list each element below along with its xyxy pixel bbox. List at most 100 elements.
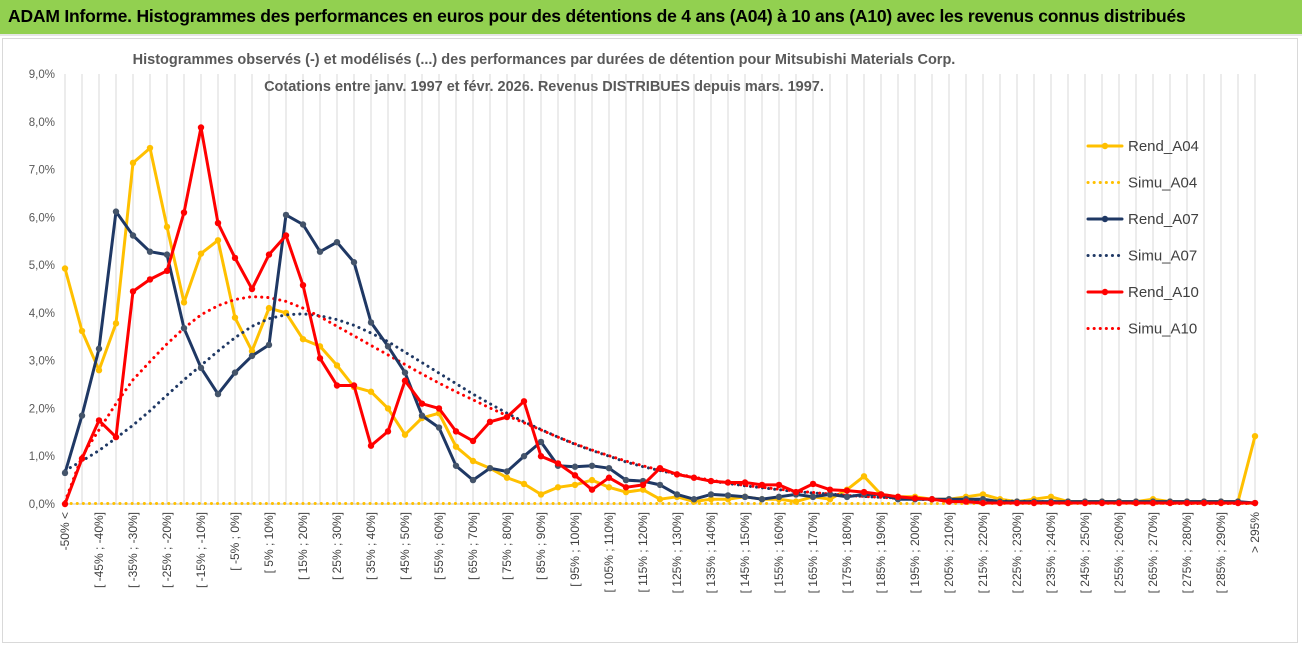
- data-point-rend-a10: [860, 488, 868, 496]
- data-point-rend-a10: [1200, 499, 1208, 507]
- data-point-rend-a10: [758, 481, 766, 489]
- data-point-rend-a07: [520, 453, 528, 460]
- data-point-rend-a10: [928, 496, 936, 503]
- data-point-rend-a10: [554, 460, 562, 467]
- x-tick-label: [ -25% ; -20%]: [160, 512, 174, 588]
- data-point-rend-a04: [1251, 432, 1259, 440]
- x-tick-label: [ 135% ; 140%]: [704, 512, 718, 593]
- data-point-rend-a10: [197, 124, 205, 131]
- legend-label-simu-a04: Simu_A04: [1128, 175, 1197, 192]
- data-point-rend-a07: [129, 232, 137, 239]
- data-point-rend-a10: [1064, 499, 1072, 507]
- data-point-rend-a10: [486, 418, 494, 426]
- data-point-rend-a10: [163, 267, 171, 275]
- data-point-rend-a07: [78, 412, 86, 419]
- data-point-rend-a10: [1217, 499, 1225, 507]
- data-point-rend-a10: [452, 428, 460, 435]
- data-point-rend-a07: [265, 341, 273, 349]
- data-point-rend-a07: [605, 464, 613, 472]
- x-tick-label: [ -45% ; -40%]: [92, 512, 106, 588]
- data-point-rend-a07: [282, 211, 290, 219]
- data-point-rend-a04: [231, 314, 239, 321]
- data-point-rend-a07: [333, 238, 341, 246]
- data-point-rend-a04: [367, 388, 375, 395]
- data-point-rend-a07: [758, 496, 766, 503]
- data-point-rend-a10: [826, 486, 834, 493]
- x-tick-label: [ 75% ; 80%]: [500, 512, 514, 580]
- legend-label-rend-a04: Rend_A04: [1128, 138, 1199, 155]
- data-point-rend-a04: [537, 491, 545, 498]
- grid-lines: [64, 74, 1256, 504]
- data-point-rend-a04: [61, 265, 69, 272]
- y-tick-label: 5,0%: [29, 260, 55, 272]
- data-point-rend-a07: [826, 491, 834, 498]
- data-point-rend-a07: [418, 412, 426, 419]
- legend-label-simu-a10: Simu_A10: [1128, 321, 1197, 338]
- data-point-rend-a04: [384, 405, 392, 412]
- data-point-rend-a10: [537, 453, 545, 460]
- data-point-rend-a04: [112, 320, 120, 327]
- data-point-rend-a10: [129, 288, 137, 295]
- data-point-rend-a10: [503, 413, 511, 421]
- data-point-rend-a10: [894, 493, 902, 501]
- data-point-rend-a04: [248, 347, 256, 355]
- data-point-rend-a07: [588, 462, 596, 469]
- report-title: ADAM Informe. Histogrammes des performan…: [8, 6, 1186, 26]
- data-point-rend-a04: [146, 144, 154, 152]
- data-point-rend-a04: [860, 473, 868, 480]
- data-point-rend-a10: [316, 355, 324, 362]
- chart-title-line-1: Histogrammes observés (-) et modélisés (…: [133, 52, 956, 68]
- x-tick-label: [ 55% ; 60%]: [432, 512, 446, 580]
- data-point-rend-a10: [656, 464, 664, 472]
- x-tick-label: [ -5% ; 0%]: [228, 512, 242, 571]
- x-tick-label: [ 65% ; 70%]: [466, 512, 480, 580]
- data-point-rend-a07: [452, 462, 460, 469]
- data-point-rend-a07: [843, 493, 851, 501]
- data-point-rend-a10: [1132, 499, 1140, 507]
- data-point-rend-a04: [95, 367, 103, 374]
- data-point-rend-a04: [452, 443, 460, 450]
- data-point-rend-a07: [690, 496, 698, 503]
- data-point-rend-a04: [129, 159, 137, 167]
- data-point-rend-a07: [61, 469, 69, 477]
- data-point-rend-a04: [180, 299, 188, 306]
- data-point-rend-a04: [1047, 493, 1055, 501]
- x-tick-label: [ 275% ; 280%]: [1180, 512, 1194, 593]
- data-point-rend-a07: [180, 324, 188, 332]
- report-banner: ADAM Informe. Histogrammes des performan…: [0, 0, 1302, 36]
- data-point-rend-a10: [911, 495, 919, 502]
- data-point-rend-a07: [656, 481, 664, 489]
- data-point-rend-a04: [197, 250, 205, 257]
- data-point-rend-a07: [673, 491, 681, 498]
- data-point-rend-a10: [1234, 499, 1242, 507]
- data-point-rend-a10: [282, 232, 290, 239]
- data-point-rend-a10: [78, 455, 86, 462]
- data-point-rend-a10: [945, 498, 953, 505]
- data-point-rend-a04: [605, 484, 613, 491]
- legend-label-simu-a07: Simu_A07: [1128, 248, 1197, 265]
- data-point-rend-a10: [877, 491, 885, 498]
- data-point-rend-a04: [265, 304, 273, 312]
- data-point-rend-a04: [469, 457, 477, 465]
- data-point-rend-a07: [707, 491, 715, 498]
- data-point-rend-a04: [554, 484, 562, 491]
- data-point-rend-a10: [588, 486, 596, 493]
- data-point-rend-a07: [231, 369, 239, 376]
- x-tick-label: [ -15% ; -10%]: [194, 512, 208, 588]
- x-tick-label: [ 175% ; 180%]: [840, 512, 854, 593]
- data-point-rend-a10: [384, 428, 392, 435]
- data-point-rend-a04: [826, 496, 834, 503]
- x-tick-label: [ -35% ; -30%]: [126, 512, 140, 588]
- x-tick-label: [ 215% ; 220%]: [976, 512, 990, 593]
- data-point-rend-a04: [163, 223, 171, 231]
- series-lines: [61, 124, 1259, 508]
- data-point-rend-a04: [503, 474, 511, 481]
- y-tick-label: 3,0%: [29, 356, 55, 368]
- x-tick-label: [ 255% ; 260%]: [1112, 512, 1126, 593]
- data-point-rend-a10: [418, 400, 426, 407]
- data-point-rend-a07: [809, 493, 817, 501]
- x-tick-label: [ 45% ; 50%]: [398, 512, 412, 580]
- x-tick-label: -50% <: [58, 512, 72, 550]
- x-tick-label: [ 15% ; 20%]: [296, 512, 310, 580]
